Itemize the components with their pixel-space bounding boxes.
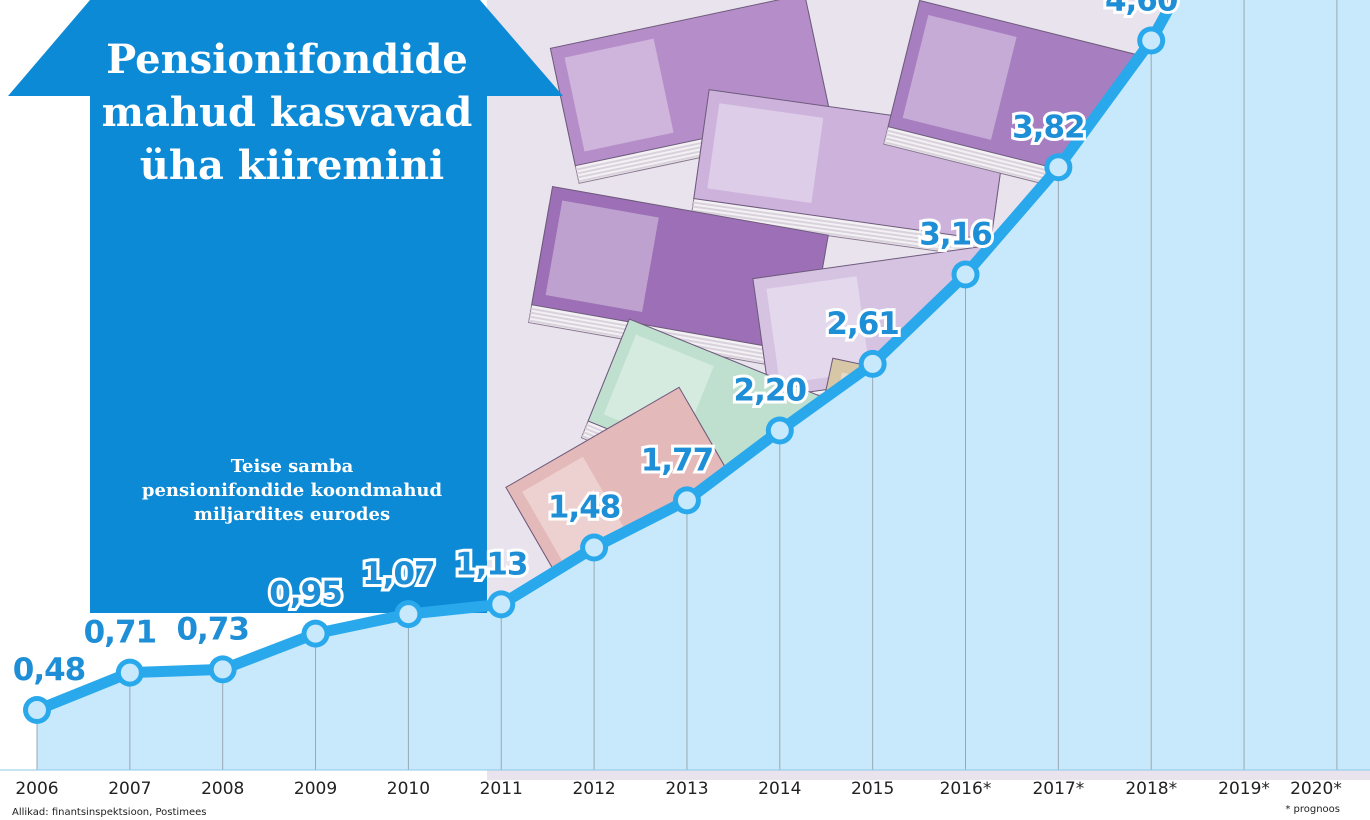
x-tick-2020: 2020* (1290, 779, 1342, 799)
data-label-2016: 3,16 (919, 217, 992, 253)
forecast-note: * prognoos (1285, 804, 1340, 815)
x-tick-2010: 2010 (387, 779, 430, 799)
x-tick-2006: 2006 (15, 779, 58, 799)
data-point-inner (213, 660, 232, 679)
data-point-inner (120, 663, 139, 682)
chart-subtitle-line-3: miljardites eurodes (194, 504, 390, 525)
x-tick-2015: 2015 (851, 779, 894, 799)
vertical-gridlines (36, 0, 1338, 770)
data-label-2018: 4,60 (1105, 0, 1178, 19)
x-tick-2014: 2014 (758, 779, 801, 799)
x-tick-2018: 2018* (1125, 779, 1177, 799)
x-tick-2009: 2009 (294, 779, 337, 799)
data-label-2007: 0,71 (84, 615, 157, 651)
data-point-inner (956, 265, 975, 284)
data-point-inner (28, 701, 46, 719)
data-point-inner (677, 491, 696, 510)
data-points (23, 26, 1166, 724)
source-note: Allikad: finantsinspektsioon, Postimees (12, 807, 206, 818)
x-tick-2017: 2017* (1032, 779, 1084, 799)
x-tick-2019: 2019* (1218, 779, 1270, 799)
data-labels: 0,480,71 0,73 0,95 1,07 1,13 1,48 1,77 2,20 2,61… (10, 0, 1182, 691)
chart-title-line-2: mahud kasvavad (102, 89, 473, 136)
data-label-2011: 1,13 (455, 546, 528, 582)
chart-title-line-1: Pensionifondide (106, 36, 468, 83)
data-label-2009: 0,95 (269, 576, 342, 612)
data-point-inner (399, 605, 418, 624)
data-point-inner (306, 624, 325, 643)
x-tick-labels: 2006 2007 2008 2009 2010 2011 2012 2013 2014 2015… (15, 779, 1342, 799)
data-label-2015: 2,61 (826, 306, 899, 342)
data-label-2012: 1,48 (548, 490, 621, 526)
x-tick-2012: 2012 (572, 779, 615, 799)
data-point-inner (492, 595, 511, 614)
title-arrow-shape (8, 0, 563, 613)
chart-title-line-3: üha kiiremini (140, 142, 444, 189)
x-tick-2011: 2011 (480, 779, 523, 799)
chart-subtitle-line-1: Teise samba (231, 456, 354, 477)
x-tick-2007: 2007 (108, 779, 151, 799)
data-label-2010: 1,07 (362, 556, 435, 592)
data-point-inner (585, 538, 604, 557)
data-label-2008: 0,73 (176, 611, 249, 647)
data-point-inner (863, 354, 882, 373)
data-point-inner (1049, 158, 1068, 177)
data-label-2014: 2,20 (734, 373, 807, 409)
data-label-2013: 1,77 (641, 442, 714, 478)
data-label-2017: 3,82 (1012, 109, 1085, 145)
x-tick-2008: 2008 (201, 779, 244, 799)
x-tick-2016: 2016* (940, 779, 992, 799)
banknote-stack (528, 186, 829, 372)
x-tick-2013: 2013 (665, 779, 708, 799)
chart-subtitle-line-2: pensionifondide koondmahud (142, 480, 443, 501)
data-point-inner (1142, 31, 1161, 50)
data-label-2006: 0,48 (13, 652, 86, 688)
data-point-inner (770, 421, 789, 440)
